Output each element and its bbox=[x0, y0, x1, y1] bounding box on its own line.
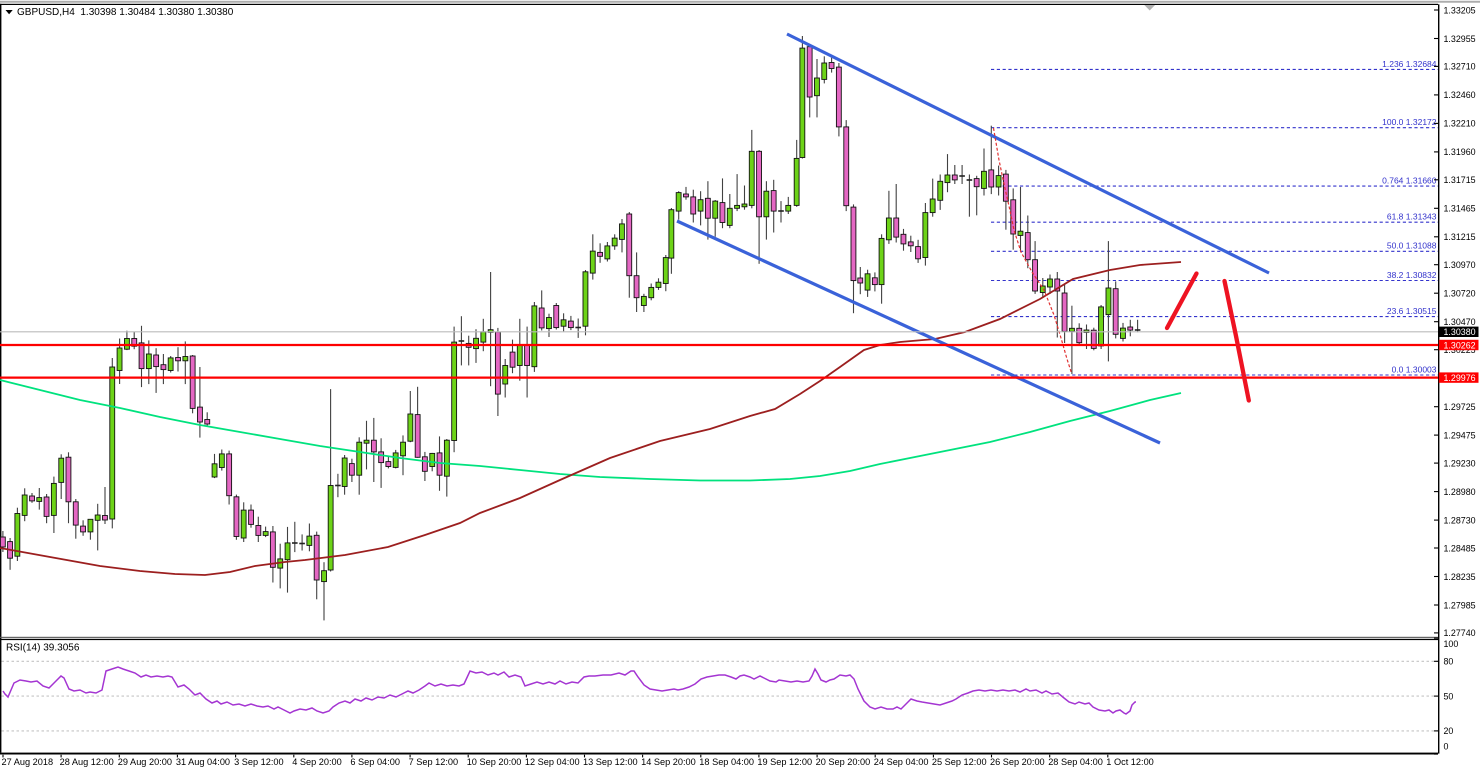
svg-text:1.29230: 1.29230 bbox=[1444, 458, 1476, 468]
svg-text:0.0 1.30003: 0.0 1.30003 bbox=[1392, 364, 1437, 374]
svg-text:1 Oct 12:00: 1 Oct 12:00 bbox=[1106, 757, 1154, 767]
svg-text:100: 100 bbox=[1444, 639, 1459, 649]
svg-text:1.30970: 1.30970 bbox=[1444, 260, 1476, 270]
svg-text:1.33205: 1.33205 bbox=[1444, 5, 1476, 15]
svg-text:7 Sep 12:00: 7 Sep 12:00 bbox=[409, 757, 459, 767]
svg-text:1.31715: 1.31715 bbox=[1444, 175, 1476, 185]
svg-text:24 Sep 04:00: 24 Sep 04:00 bbox=[874, 757, 929, 767]
svg-text:1.236 1.32684: 1.236 1.32684 bbox=[1382, 59, 1437, 69]
svg-text:13 Sep 12:00: 13 Sep 12:00 bbox=[583, 757, 638, 767]
svg-text:0: 0 bbox=[1444, 741, 1449, 751]
svg-text:1.32955: 1.32955 bbox=[1444, 34, 1476, 44]
svg-text:61.8 1.31343: 61.8 1.31343 bbox=[1387, 212, 1437, 222]
svg-text:1.27985: 1.27985 bbox=[1444, 600, 1476, 610]
svg-text:1.27740: 1.27740 bbox=[1444, 628, 1476, 638]
svg-text:10 Sep 20:00: 10 Sep 20:00 bbox=[467, 757, 522, 767]
svg-text:1.32710: 1.32710 bbox=[1444, 62, 1476, 72]
svg-text:20: 20 bbox=[1444, 726, 1454, 736]
svg-text:38.2 1.30832: 38.2 1.30832 bbox=[1387, 270, 1437, 280]
svg-text:1.31960: 1.31960 bbox=[1444, 147, 1476, 157]
svg-text:1.29725: 1.29725 bbox=[1444, 402, 1476, 412]
svg-text:1.29976: 1.29976 bbox=[1444, 373, 1476, 383]
svg-text:1.29475: 1.29475 bbox=[1444, 430, 1476, 440]
svg-text:50: 50 bbox=[1444, 691, 1454, 701]
svg-text:1.28235: 1.28235 bbox=[1444, 572, 1476, 582]
svg-text:1.32460: 1.32460 bbox=[1444, 90, 1476, 100]
svg-text:6 Sep 04:00: 6 Sep 04:00 bbox=[350, 757, 400, 767]
svg-text:3 Sep 12:00: 3 Sep 12:00 bbox=[234, 757, 284, 767]
svg-text:1.31465: 1.31465 bbox=[1444, 204, 1476, 214]
svg-text:1.31215: 1.31215 bbox=[1444, 232, 1476, 242]
svg-text:1.28485: 1.28485 bbox=[1444, 543, 1476, 553]
svg-text:23.6 1.30515: 23.6 1.30515 bbox=[1387, 306, 1437, 316]
svg-text:0.764 1.31660: 0.764 1.31660 bbox=[1382, 176, 1437, 186]
svg-text:26 Sep 20:00: 26 Sep 20:00 bbox=[990, 757, 1045, 767]
svg-text:1.30470: 1.30470 bbox=[1444, 317, 1476, 327]
svg-text:29 Aug 20:00: 29 Aug 20:00 bbox=[118, 757, 172, 767]
svg-text:4 Sep 20:00: 4 Sep 20:00 bbox=[292, 757, 342, 767]
svg-text:20 Sep 20:00: 20 Sep 20:00 bbox=[816, 757, 871, 767]
svg-text:GBPUSD,H4 1.30398 1.30484 1.3: GBPUSD,H4 1.30398 1.30484 1.30380 1.3038… bbox=[17, 7, 234, 18]
svg-text:100.0 1.32172: 100.0 1.32172 bbox=[1382, 117, 1437, 127]
svg-text:1.28980: 1.28980 bbox=[1444, 487, 1476, 497]
svg-text:12 Sep 04:00: 12 Sep 04:00 bbox=[525, 757, 580, 767]
svg-text:RSI(14) 39.3056: RSI(14) 39.3056 bbox=[6, 643, 80, 654]
svg-text:31 Aug 04:00: 31 Aug 04:00 bbox=[176, 757, 230, 767]
svg-text:18 Sep 04:00: 18 Sep 04:00 bbox=[699, 757, 754, 767]
svg-text:28 Sep 04:00: 28 Sep 04:00 bbox=[1048, 757, 1103, 767]
svg-text:1.30380: 1.30380 bbox=[1444, 327, 1476, 337]
svg-text:19 Sep 12:00: 19 Sep 12:00 bbox=[757, 757, 812, 767]
svg-text:1.30262: 1.30262 bbox=[1444, 340, 1476, 350]
svg-text:25 Sep 12:00: 25 Sep 12:00 bbox=[932, 757, 987, 767]
svg-text:80: 80 bbox=[1444, 657, 1454, 667]
svg-text:27 Aug 2018: 27 Aug 2018 bbox=[2, 757, 54, 767]
svg-text:1.32210: 1.32210 bbox=[1444, 119, 1476, 129]
svg-text:14 Sep 20:00: 14 Sep 20:00 bbox=[641, 757, 696, 767]
svg-text:1.30720: 1.30720 bbox=[1444, 289, 1476, 299]
svg-text:50.0 1.31088: 50.0 1.31088 bbox=[1387, 241, 1437, 251]
svg-text:1.28730: 1.28730 bbox=[1444, 515, 1476, 525]
svg-text:28 Aug 12:00: 28 Aug 12:00 bbox=[60, 757, 114, 767]
